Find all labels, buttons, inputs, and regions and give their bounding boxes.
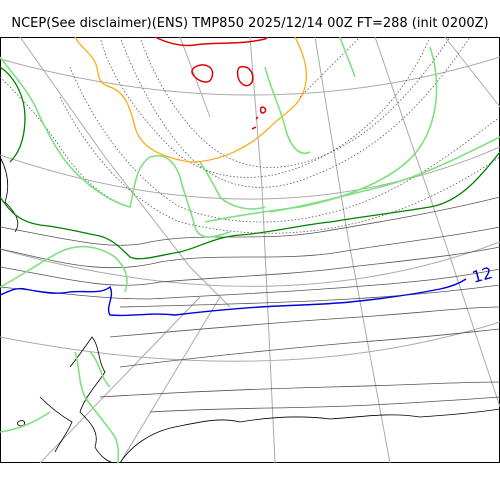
contour-label-12: 12 bbox=[470, 263, 495, 287]
latitude-line bbox=[0, 146, 500, 200]
coastline-japan bbox=[69, 336, 116, 463]
blue-contour-12 bbox=[0, 278, 467, 317]
coastline-pacific bbox=[119, 408, 500, 463]
latitude-line bbox=[0, 241, 500, 287]
weather-map: 12 bbox=[0, 37, 500, 463]
map-frame bbox=[0, 37, 500, 463]
longitude-line bbox=[119, 296, 221, 463]
latitude-line bbox=[0, 321, 500, 362]
green-contour-west bbox=[0, 66, 26, 163]
coastline-japan-south bbox=[39, 396, 73, 453]
longitude-line bbox=[314, 37, 391, 463]
longitude-line bbox=[374, 37, 500, 408]
longitude-line bbox=[444, 37, 500, 108]
graticule bbox=[0, 37, 500, 463]
chart-title: NCEP(See disclaimer)(ENS) TMP850 2025/12… bbox=[11, 16, 489, 31]
longitude-line bbox=[249, 37, 276, 463]
coastlines bbox=[0, 156, 500, 463]
latitude-line bbox=[0, 56, 500, 96]
red-contours bbox=[154, 37, 269, 130]
green-contour bbox=[0, 151, 500, 260]
longitude-line bbox=[19, 37, 231, 308]
isotherms bbox=[0, 196, 500, 413]
coastline-korea bbox=[0, 156, 19, 233]
orange-contour bbox=[74, 37, 307, 163]
longitude-line bbox=[39, 296, 201, 463]
light-green-contours bbox=[0, 37, 500, 463]
dotted-isotherms bbox=[0, 37, 500, 234]
